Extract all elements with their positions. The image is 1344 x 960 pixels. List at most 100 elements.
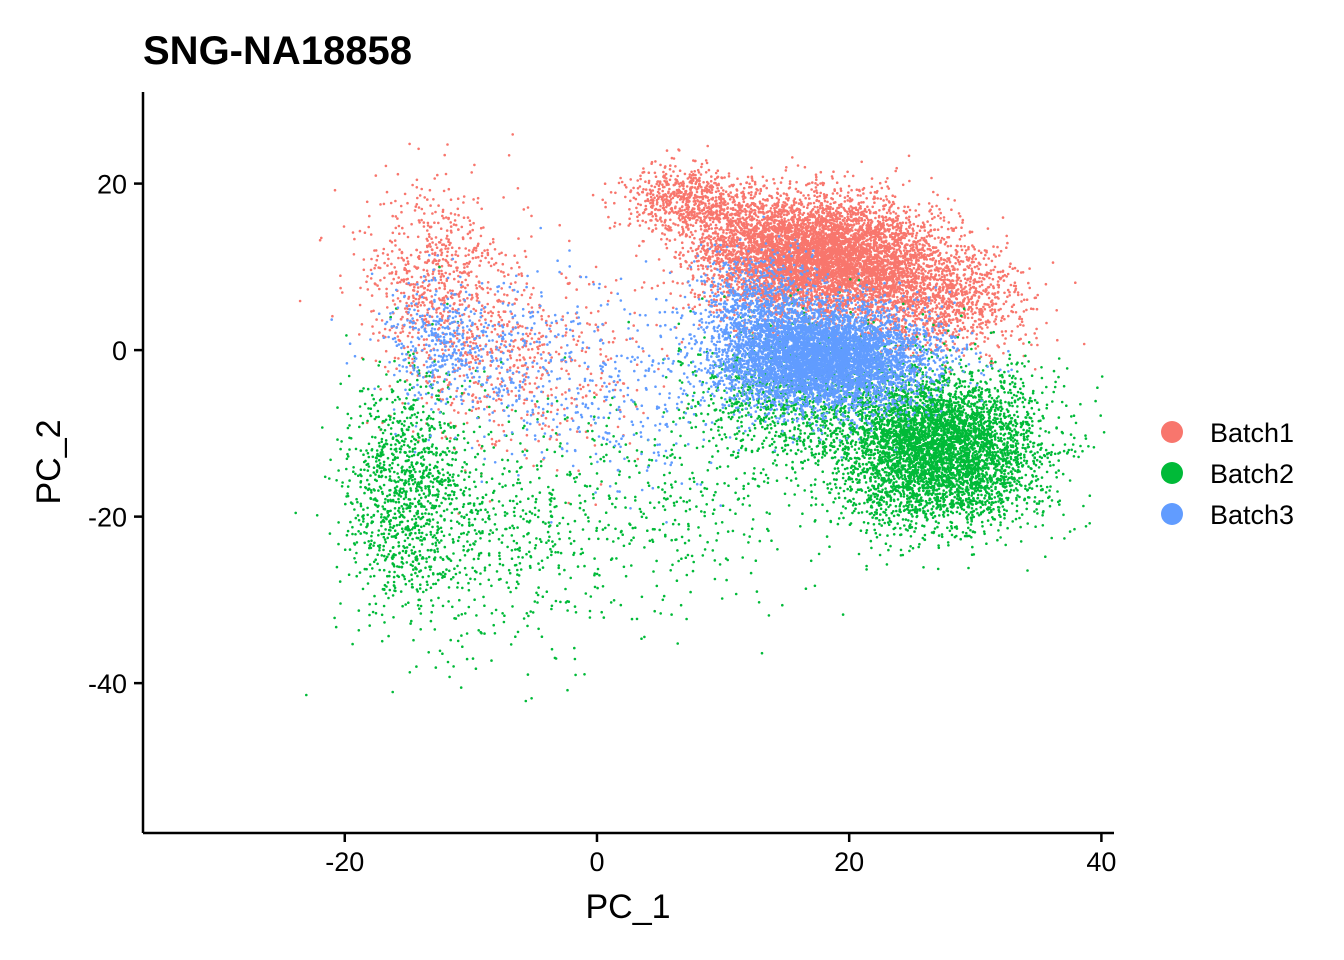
- data-point: [829, 298, 833, 302]
- data-point: [804, 263, 808, 266]
- data-point: [958, 215, 962, 218]
- data-point: [852, 224, 855, 227]
- data-point: [676, 281, 679, 285]
- data-point: [818, 280, 822, 283]
- data-point: [698, 238, 702, 241]
- data-point: [815, 178, 818, 182]
- data-point: [823, 272, 827, 275]
- data-point: [846, 215, 849, 218]
- data-point: [835, 220, 839, 223]
- data-point: [878, 262, 881, 266]
- data-point: [708, 294, 712, 298]
- data-point: [775, 299, 779, 303]
- data-point: [885, 211, 889, 215]
- data-point: [882, 244, 886, 247]
- data-point: [825, 210, 828, 213]
- data-point: [870, 185, 874, 189]
- data-point: [820, 202, 824, 205]
- data-point: [896, 295, 899, 299]
- data-point: [784, 273, 787, 277]
- data-point: [917, 271, 920, 275]
- data-point: [854, 303, 858, 307]
- data-point: [747, 252, 750, 256]
- data-point: [901, 235, 904, 238]
- data-point: [738, 280, 741, 284]
- data-point: [669, 292, 672, 295]
- data-point: [753, 238, 756, 242]
- data-point: [858, 216, 861, 219]
- data-point: [817, 237, 820, 240]
- data-point: [908, 221, 911, 224]
- data-point: [750, 243, 754, 247]
- data-point: [692, 276, 695, 279]
- data-point: [689, 246, 693, 250]
- data-point: [779, 253, 783, 256]
- data-point: [845, 219, 848, 223]
- data-point: [854, 310, 857, 314]
- data-point: [973, 248, 976, 251]
- data-point: [793, 197, 797, 201]
- data-point: [821, 235, 824, 238]
- data-point: [806, 261, 810, 264]
- data-point: [833, 188, 836, 191]
- data-point: [871, 205, 874, 209]
- data-point: [812, 228, 815, 231]
- data-point: [815, 191, 819, 195]
- data-point: [874, 249, 878, 252]
- data-point: [804, 196, 807, 200]
- data-point: [988, 276, 991, 280]
- data-point: [865, 197, 868, 200]
- data-point: [823, 199, 827, 203]
- data-point: [874, 211, 878, 215]
- data-point: [700, 257, 703, 260]
- data-point: [816, 205, 819, 209]
- data-point: [904, 221, 908, 225]
- data-point: [830, 226, 834, 229]
- data-point: [693, 236, 696, 240]
- data-point: [722, 229, 725, 232]
- data-point: [706, 242, 709, 245]
- data-point: [859, 194, 862, 197]
- data-point: [656, 284, 659, 288]
- data-point: [755, 219, 759, 222]
- data-point: [882, 199, 885, 202]
- data-point: [773, 221, 776, 225]
- data-point: [856, 291, 860, 295]
- data-point: [682, 253, 685, 257]
- data-point: [839, 211, 843, 215]
- data-point: [816, 195, 819, 199]
- data-point: [831, 234, 835, 237]
- data-point: [884, 236, 887, 239]
- data-point: [936, 193, 939, 197]
- data-point: [662, 269, 665, 272]
- data-point: [875, 279, 878, 283]
- data-point: [967, 247, 970, 251]
- data-point: [843, 232, 846, 236]
- data-point: [904, 247, 907, 250]
- data-point: [833, 219, 836, 223]
- data-point: [714, 292, 717, 296]
- data-point: [936, 228, 940, 231]
- data-point: [953, 199, 956, 202]
- data-point: [885, 252, 889, 256]
- data-point: [950, 226, 953, 230]
- data-point: [940, 225, 943, 229]
- data-point: [960, 234, 963, 238]
- data-point: [841, 240, 845, 243]
- data-point: [653, 185, 657, 189]
- data-point: [812, 231, 816, 234]
- data-point: [718, 287, 722, 290]
- data-point: [911, 234, 914, 238]
- data-point: [917, 275, 921, 278]
- data-point: [908, 208, 912, 212]
- data-point: [954, 226, 958, 229]
- data-point: [844, 228, 848, 231]
- data-point: [681, 246, 685, 250]
- data-point: [895, 228, 898, 232]
- data-point: [807, 193, 810, 197]
- data-point: [841, 228, 845, 231]
- data-point: [816, 183, 819, 187]
- data-point: [846, 170, 849, 174]
- data-point: [935, 204, 938, 208]
